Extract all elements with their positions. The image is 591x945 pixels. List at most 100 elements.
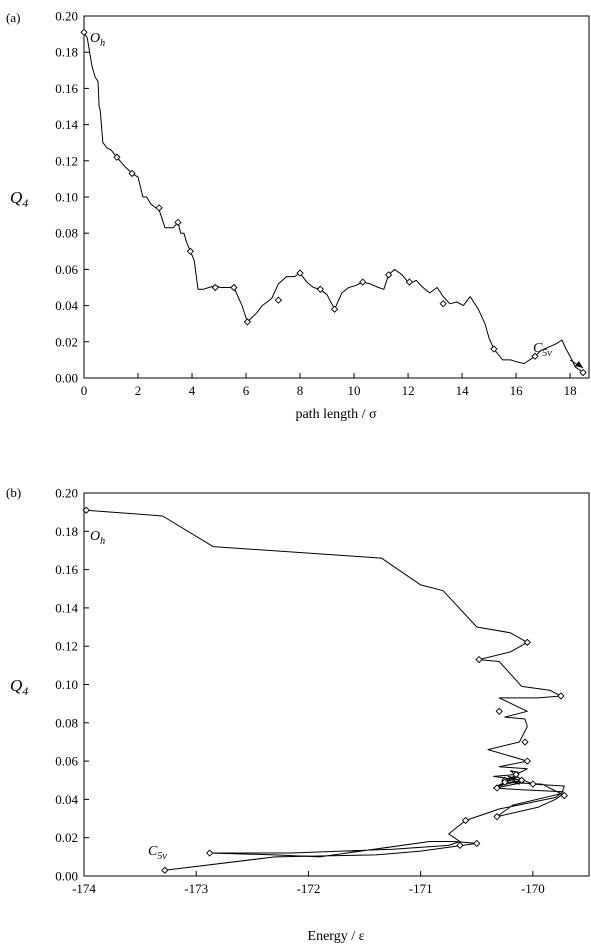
panel-a-diamond-marker bbox=[174, 218, 182, 226]
y-tick-label: 0.14 bbox=[55, 117, 78, 132]
panel-a-y-axis-label-sub: 4 bbox=[22, 196, 28, 210]
y-tick-label: 0.08 bbox=[55, 226, 78, 241]
panel-a-diamond-marker bbox=[274, 296, 283, 304]
panel-b-x-axis-label: Energy / ε bbox=[308, 929, 365, 944]
panel-a-y-axis-label: Q4 bbox=[10, 188, 28, 210]
y-tick-label: 0.02 bbox=[55, 830, 78, 845]
panel-a: (a) 0.00 0.02 0.04 0.06 0.08 0.10 0.12 0.14 0.16… bbox=[6, 9, 590, 422]
x-tick-label: 14 bbox=[456, 383, 470, 398]
panel-b-diamond-marker bbox=[512, 770, 520, 779]
panel-a-diamond-marker bbox=[113, 153, 121, 161]
panel-a-annotation-c5v: C5v bbox=[533, 341, 552, 359]
panel-b-frame bbox=[83, 492, 590, 877]
panel-b-diamond-marker bbox=[206, 849, 214, 857]
y-tick-label: 0.18 bbox=[55, 45, 78, 60]
panel-a-diamond-marker bbox=[384, 271, 393, 279]
y-tick-label: 0.06 bbox=[55, 754, 78, 769]
x-tick-label: -171 bbox=[409, 881, 433, 896]
panel-b-annotation-oh-sub: h bbox=[100, 536, 105, 547]
panel-a-series-line bbox=[83, 32, 584, 374]
y-tick-label: 0.12 bbox=[55, 153, 78, 168]
panel-b-diamond-marker bbox=[82, 506, 90, 514]
panel-a-annotation-oh-main: O bbox=[90, 31, 100, 46]
panel-b-diamond-marker bbox=[456, 841, 464, 849]
panel-a-diamond-marker bbox=[243, 318, 252, 326]
panel-b-diamond-marker bbox=[557, 692, 565, 700]
panel-a-diamond-marker bbox=[330, 305, 339, 313]
y-tick-label: 0.12 bbox=[55, 639, 78, 654]
panel-b-x-ticks: -174 -173 -172 -171 -170 bbox=[72, 871, 545, 896]
panel-a-annotation-c5v-main: C bbox=[533, 341, 543, 356]
panel-a-annotation-oh: Oh bbox=[90, 31, 105, 49]
panel-a-diamond-marker bbox=[186, 247, 195, 255]
x-tick-label: 6 bbox=[243, 383, 250, 398]
x-tick-label: 4 bbox=[189, 383, 196, 398]
panel-a-diamond-marker bbox=[230, 283, 238, 292]
panel-a-x-ticks: 0 2 4 6 8 10 12 14 16 18 bbox=[81, 373, 577, 398]
panel-b-annotation-c5v-main: C bbox=[148, 844, 158, 859]
panel-b-diamond-marker bbox=[560, 791, 568, 800]
panel-b-diamond-marker bbox=[461, 816, 470, 825]
panel-b-diamond-marker bbox=[161, 866, 169, 874]
panel-b-annotation-c5v-sub: 5v bbox=[157, 851, 167, 862]
y-tick-label: 0.06 bbox=[55, 262, 78, 277]
y-tick-label: 0.16 bbox=[55, 81, 78, 96]
panel-b-diamond-marker bbox=[501, 778, 509, 786]
x-tick-label: -174 bbox=[72, 881, 96, 896]
y-tick-label: 0.18 bbox=[55, 524, 78, 539]
panel-b-diamond-marker bbox=[523, 638, 531, 647]
y-tick-label: 0.04 bbox=[55, 792, 78, 807]
panel-b-diamond-marker bbox=[475, 655, 483, 664]
panel-b-diamond-marker bbox=[473, 839, 481, 848]
panel-b-diamond-marker bbox=[495, 707, 503, 715]
panel-b-diamond-marker bbox=[493, 784, 501, 792]
panel-a-diamond-marker bbox=[316, 285, 324, 293]
panel-b-diamond-marker bbox=[529, 780, 537, 788]
panel-b-y-axis-label-main: Q bbox=[10, 676, 22, 695]
y-tick-label: 0.08 bbox=[55, 715, 78, 730]
panel-a-diamond-marker bbox=[439, 300, 447, 308]
panel-a-frame bbox=[83, 15, 590, 379]
panel-a-diamond-marker bbox=[531, 352, 539, 360]
panel-a-y-ticks: 0.00 0.02 0.04 0.06 0.08 0.10 0.12 0.14 0.16 0.18… bbox=[55, 9, 89, 386]
x-tick-label: -172 bbox=[297, 881, 321, 896]
x-tick-label: -173 bbox=[184, 881, 208, 896]
y-tick-label: 0.20 bbox=[55, 486, 78, 501]
panel-a-annotation-oh-sub: h bbox=[100, 38, 105, 49]
y-tick-label: 0.02 bbox=[55, 334, 78, 349]
x-tick-label: 10 bbox=[348, 383, 361, 398]
y-tick-label: 0.00 bbox=[55, 371, 78, 386]
panel-b-annotation-c5v: C5v bbox=[148, 844, 167, 862]
panel-a-diamond-marker bbox=[490, 345, 498, 353]
panel-a-label: (a) bbox=[6, 10, 20, 25]
panel-b-annotation-oh: Oh bbox=[90, 529, 105, 547]
x-tick-label: 16 bbox=[510, 383, 524, 398]
panel-b-series-line bbox=[86, 509, 565, 871]
panel-b-diamond-marker bbox=[521, 738, 529, 746]
x-tick-label: -170 bbox=[521, 881, 545, 896]
panel-a-diamond-marker bbox=[80, 28, 88, 36]
panel-b-annotation-oh-main: O bbox=[90, 529, 100, 544]
panel-b-label: (b) bbox=[6, 485, 21, 500]
panel-a-diamond-marker bbox=[579, 368, 587, 377]
y-tick-label: 0.10 bbox=[55, 190, 78, 205]
panel-b-y-axis-label: Q4 bbox=[10, 676, 28, 698]
panel-a-y-axis-label-main: Q bbox=[10, 188, 22, 207]
panel-b-plot bbox=[82, 506, 568, 874]
x-tick-label: 12 bbox=[402, 383, 415, 398]
panel-a-arrow-head bbox=[575, 361, 583, 368]
panel-a-diamond-marker bbox=[211, 283, 219, 292]
panel-a-annotation-c5v-sub: 5v bbox=[542, 348, 552, 359]
panel-b-diamond-marker bbox=[493, 812, 501, 821]
y-tick-label: 0.04 bbox=[55, 298, 78, 313]
x-tick-label: 0 bbox=[81, 383, 88, 398]
panel-a-diamond-marker bbox=[405, 278, 414, 286]
panel-a-diamond-marker bbox=[128, 169, 136, 178]
x-tick-label: 8 bbox=[297, 383, 304, 398]
panel-a-plot bbox=[80, 28, 587, 377]
panel-b-y-axis-label-sub: 4 bbox=[22, 684, 28, 698]
panel-b-y-ticks: 0.00 0.02 0.04 0.06 0.08 0.10 0.12 0.14 0.16 0.18… bbox=[55, 486, 89, 884]
panel-b-diamond-marker bbox=[523, 757, 531, 765]
y-tick-label: 0.16 bbox=[55, 562, 78, 577]
